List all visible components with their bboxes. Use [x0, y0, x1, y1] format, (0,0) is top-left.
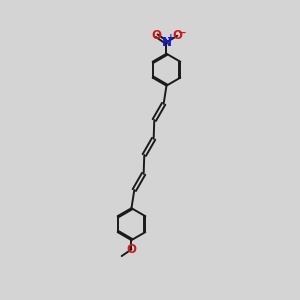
- Text: O: O: [127, 243, 136, 256]
- Text: O: O: [172, 29, 182, 42]
- Text: O: O: [152, 29, 162, 42]
- Text: −: −: [178, 28, 187, 38]
- Text: N: N: [161, 36, 172, 49]
- Text: +: +: [167, 32, 175, 41]
